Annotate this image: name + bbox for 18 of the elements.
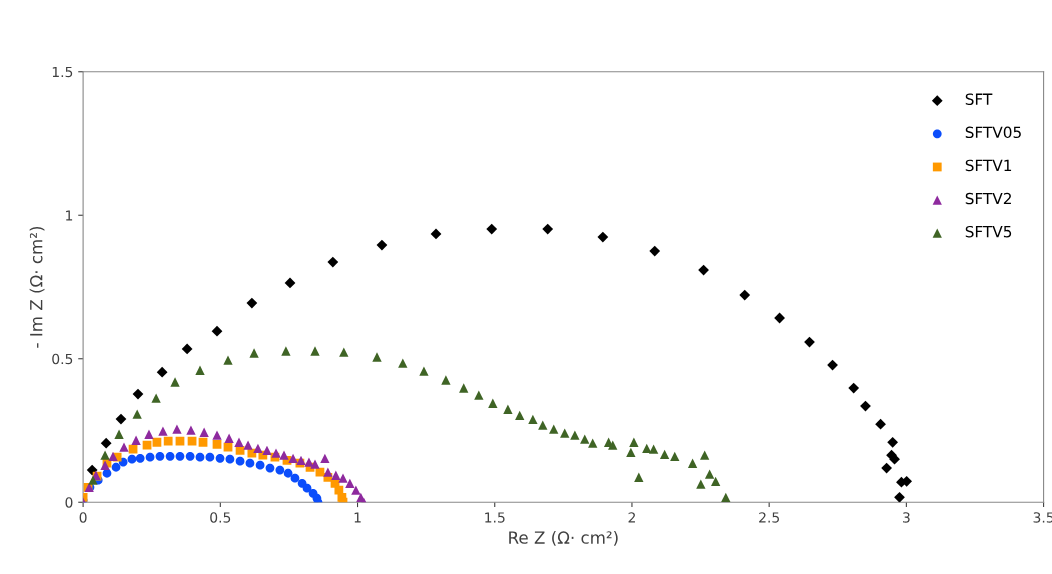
y-tick-label: 1.5 xyxy=(52,66,73,78)
x-tick-label: 3 xyxy=(903,512,910,523)
x-tick-label: 2 xyxy=(628,512,635,523)
y-tick-label: 1 xyxy=(66,210,73,221)
y-axis-title: - Im Z (Ω· cm²) xyxy=(29,226,45,348)
y-tick-label: 0.5 xyxy=(52,353,73,365)
x-tick-label: 1.5 xyxy=(485,512,505,523)
x-tick-label: 1 xyxy=(354,512,361,523)
legend-label: SFTV5 xyxy=(965,225,1012,238)
x-axis-title: Re Z (Ω· cm²) xyxy=(509,530,618,546)
legend-label: SFTV2 xyxy=(965,192,1011,205)
legend-label: SFTV05 xyxy=(965,126,1021,139)
legend-label: SFT xyxy=(965,93,993,105)
x-tick-label: 0.5 xyxy=(210,512,231,523)
x-tick-label: 2.5 xyxy=(759,512,779,523)
legend-label: SFTV1 xyxy=(965,159,1012,172)
x-tick-label: 0 xyxy=(79,512,87,523)
y-tick-label: 0 xyxy=(65,497,73,508)
